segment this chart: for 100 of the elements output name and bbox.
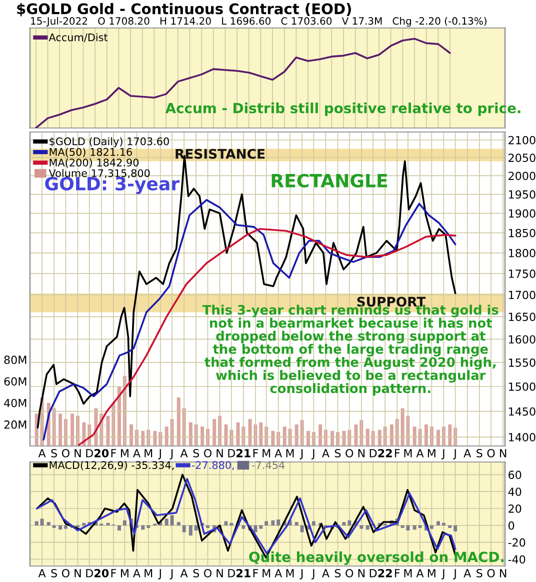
legend-label: Volume 17,315,800 [48, 169, 150, 178]
annotation: GOLD: 3-year [45, 176, 180, 194]
x-tick-label: J [453, 449, 456, 460]
x-tick-label: 21 [236, 568, 250, 578]
annotation: Quite heavily oversold on MACD. [249, 551, 504, 565]
x-tick-label: S [193, 568, 199, 578]
x-tick-label: O [346, 448, 354, 458]
y-tick-label: 60 [508, 470, 522, 480]
x-tick-label: M [262, 449, 270, 458]
x-tick-label: N [500, 449, 506, 458]
legend-label: Accum/Dist [48, 33, 108, 42]
x-tick-label: O [487, 568, 495, 578]
x-tick-label: A [180, 569, 188, 578]
y2-tick-label: 40M [4, 398, 26, 408]
x-tick-label: A [274, 449, 282, 458]
chart-subtitle: 15-Jul-2022 O 1708.20 H 1714.20 L 1696.60 C 1703.60 V 17.3M Chg -2.20 (-0.13%) [31, 17, 486, 27]
x-tick-label: F [111, 449, 116, 458]
x-tick-label: D [86, 569, 93, 578]
annotation: RECTANGLE [272, 174, 387, 188]
y-tick-label: 1800 [509, 248, 536, 258]
x-tick-label: M [286, 569, 294, 578]
x-tick-label: M [144, 449, 152, 458]
x-tick-label: O [204, 448, 212, 458]
x-tick-label: N [358, 449, 364, 458]
y2-tick-label: 80M [4, 356, 26, 364]
x-tick-label: M [286, 449, 294, 458]
y-tick-label: 1450 [509, 407, 536, 416]
x-tick-label: M [262, 569, 270, 578]
x-tick-label: J [300, 569, 303, 580]
legend-label: -27.880, [192, 461, 234, 470]
y2-tick-label: 60M [4, 377, 26, 386]
x-tick-label: D [86, 449, 93, 458]
y-tick-label: 1400 [509, 433, 536, 442]
band-label: SUPPORT [357, 296, 426, 307]
x-tick-label: F [111, 569, 116, 578]
x-tick-label: O [487, 448, 495, 458]
y-tick-label: 0 [508, 521, 514, 530]
x-tick-label: J [441, 569, 444, 580]
x-tick-label: O [204, 568, 212, 578]
y-tick-label: 40 [508, 488, 522, 496]
x-tick-label: F [253, 569, 258, 578]
x-tick-label: J [158, 569, 161, 580]
legend-label: -7.454 [252, 461, 285, 470]
legend-label: MA(50) 1821.16 [50, 148, 132, 158]
x-tick-label: J [158, 449, 161, 460]
x-tick-label: S [334, 448, 341, 458]
x-tick-label: D [370, 449, 377, 458]
y-tick-label: 1600 [509, 335, 536, 344]
x-tick-label: J [311, 569, 314, 580]
x-tick-label: A [322, 569, 330, 578]
x-tick-label: J [441, 449, 444, 460]
x-tick-label: J [311, 449, 314, 460]
x-tick-label: S [51, 568, 57, 578]
x-tick-label: N [216, 569, 223, 578]
x-tick-label: O [62, 568, 70, 578]
y-tick-label: 1500 [509, 382, 536, 391]
x-tick-label: J [453, 569, 456, 580]
x-tick-label: D [228, 569, 236, 578]
y-tick-label: 1900 [509, 209, 536, 218]
x-tick-label: A [464, 569, 472, 578]
x-tick-label: A [133, 569, 140, 578]
x-tick-label: 21 [236, 448, 250, 458]
x-tick-label: M [120, 449, 128, 458]
y-tick-label: 1700 [509, 290, 536, 300]
x-tick-label: N [500, 569, 506, 578]
x-tick-label: J [170, 569, 173, 580]
y-tick-label: 1850 [509, 228, 536, 238]
y2-tick-label: 20M [4, 420, 26, 429]
x-tick-label: M [428, 569, 436, 578]
x-tick-label: M [120, 569, 128, 578]
x-tick-label: F [395, 569, 400, 578]
y-tick-label: -20 [508, 538, 526, 547]
x-tick-label: D [370, 569, 377, 578]
y-tick-label: 2050 [508, 154, 536, 162]
legend-label: MACD(12,26,9) -35.334, [50, 460, 174, 470]
x-tick-label: S [193, 448, 199, 458]
legend-label: MA(200) 1842.90 [50, 158, 139, 168]
y-tick-label: 1950 [509, 190, 536, 199]
x-tick-label: M [404, 569, 412, 578]
y-tick-label: 2000 [508, 172, 536, 180]
x-tick-label: A [133, 449, 140, 458]
x-tick-label: S [51, 448, 57, 458]
x-tick-label: 20 [94, 448, 109, 458]
x-tick-label: A [416, 569, 424, 578]
x-tick-label: O [346, 568, 354, 578]
annotation: Accum - Distrib still positive relative to price. [165, 102, 520, 116]
x-tick-label: 22 [378, 448, 392, 458]
y-tick-label: -40 [508, 555, 526, 564]
x-tick-label: M [144, 569, 152, 578]
x-tick-label: A [322, 449, 330, 458]
x-tick-label: A [38, 569, 46, 578]
band-label: RESISTANCE [176, 148, 265, 159]
x-tick-label: S [476, 568, 482, 578]
x-tick-label: F [395, 449, 400, 458]
x-tick-label: A [416, 449, 424, 458]
x-tick-label: S [334, 568, 341, 578]
x-tick-label: N [358, 569, 364, 578]
x-tick-label: A [464, 449, 472, 458]
x-tick-label: O [62, 448, 70, 458]
x-tick-label: N [74, 569, 81, 578]
